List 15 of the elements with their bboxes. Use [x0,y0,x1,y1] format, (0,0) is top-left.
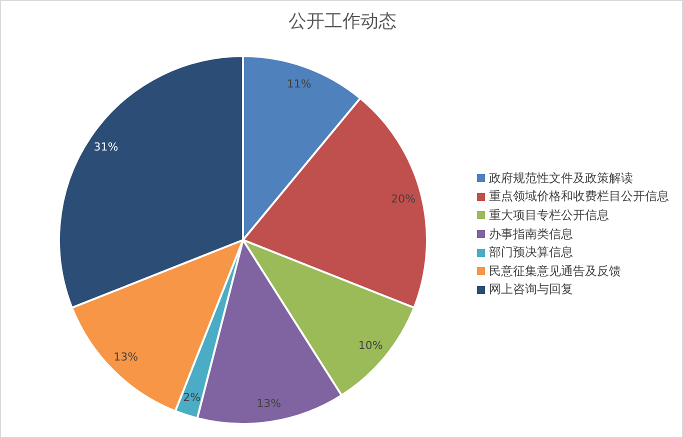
data-label: 2% [183,390,201,404]
data-label: 10% [358,339,383,352]
chart-title: 公开工作动态 [288,10,398,33]
legend-label: 网上咨询与回复 [489,281,573,298]
data-label: 20% [391,192,416,206]
legend-label: 政府规范性文件及政策解读 [489,170,633,187]
legend-label: 重点领域价格和收费栏目公开信息 [489,188,669,206]
data-label: 31% [94,140,118,154]
legend-label: 民意征集意见通告及反馈 [489,262,621,280]
data-label: 13% [256,397,282,410]
legend-label: 部门预决算信息 [489,244,573,262]
data-label: 13% [114,350,138,364]
legend-label: 重大项目专栏公开信息 [489,206,609,224]
legend-label: 办事指南类信息 [489,226,573,243]
data-label: 11% [286,78,312,91]
